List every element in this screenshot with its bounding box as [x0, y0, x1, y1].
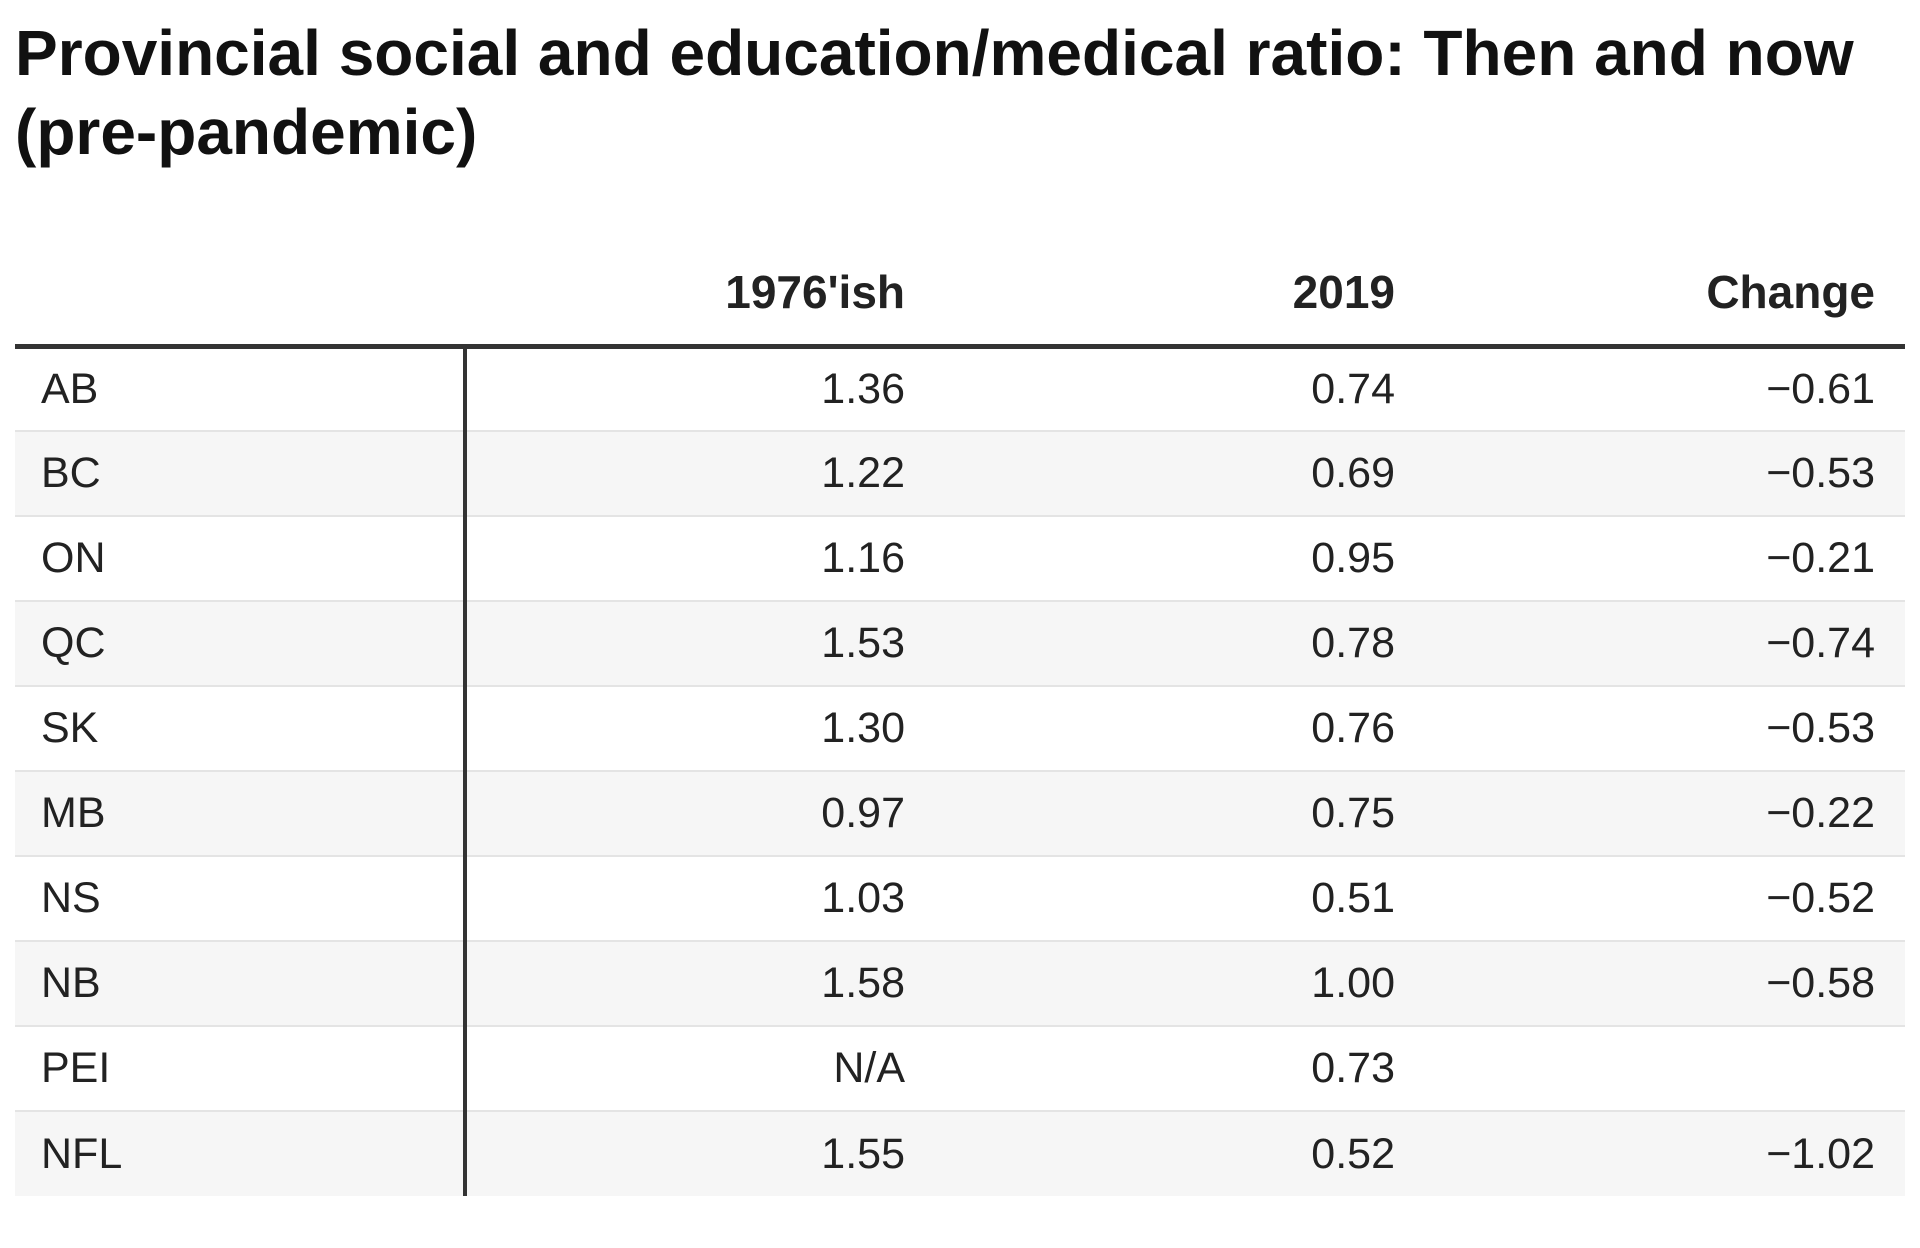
cell-2019: 0.95 — [935, 516, 1425, 602]
column-header-2019: 2019 — [935, 240, 1425, 349]
cell-2019: 0.52 — [935, 1111, 1425, 1196]
cell-1976ish: 1.53 — [465, 601, 935, 687]
cell-1976ish: 1.22 — [465, 431, 935, 517]
row-label: NB — [15, 941, 467, 1027]
cell-1976ish: 0.97 — [465, 771, 935, 857]
column-header-change: Change — [1425, 240, 1905, 349]
table-row: MB 0.97 0.75 −0.22 — [15, 771, 1905, 857]
row-label: AB — [15, 346, 467, 432]
cell-change: −0.52 — [1425, 856, 1905, 942]
cell-2019: 0.78 — [935, 601, 1425, 687]
cell-change: −0.53 — [1425, 686, 1905, 772]
table-row: ON 1.16 0.95 −0.21 — [15, 516, 1905, 602]
cell-1976ish: 1.55 — [465, 1111, 935, 1196]
cell-change: −0.21 — [1425, 516, 1905, 602]
cell-change: −0.22 — [1425, 771, 1905, 857]
cell-change: −0.53 — [1425, 431, 1905, 517]
cell-change: −1.02 — [1425, 1111, 1905, 1196]
cell-2019: 1.00 — [935, 941, 1425, 1027]
chart-title: Provincial social and education/medical … — [15, 17, 1854, 168]
table-header-row: 1976'ish 2019 Change — [15, 240, 1905, 349]
table-row: SK 1.30 0.76 −0.53 — [15, 686, 1905, 772]
row-label: QC — [15, 601, 467, 687]
column-header-province — [15, 240, 465, 349]
column-header-1976ish: 1976'ish — [465, 240, 935, 349]
cell-2019: 0.69 — [935, 431, 1425, 517]
table-row: AB 1.36 0.74 −0.61 — [15, 346, 1905, 432]
data-table-container: 1976'ish 2019 Change AB 1.36 0.74 −0.61 … — [15, 240, 1905, 1196]
cell-1976ish: 1.30 — [465, 686, 935, 772]
cell-2019: 0.73 — [935, 1026, 1425, 1112]
cell-change — [1425, 1026, 1905, 1112]
table-row: BC 1.22 0.69 −0.53 — [15, 431, 1905, 517]
table-row: PEI N/A 0.73 — [15, 1026, 1905, 1112]
cell-change: −0.61 — [1425, 346, 1905, 432]
row-label: ON — [15, 516, 467, 602]
cell-1976ish: 1.03 — [465, 856, 935, 942]
cell-2019: 0.51 — [935, 856, 1425, 942]
data-table: 1976'ish 2019 Change AB 1.36 0.74 −0.61 … — [15, 240, 1905, 1196]
row-label: BC — [15, 431, 467, 517]
cell-2019: 0.76 — [935, 686, 1425, 772]
cell-1976ish: N/A — [465, 1026, 935, 1112]
cell-change: −0.58 — [1425, 941, 1905, 1027]
cell-2019: 0.74 — [935, 346, 1425, 432]
row-label: SK — [15, 686, 467, 772]
cell-1976ish: 1.58 — [465, 941, 935, 1027]
cell-1976ish: 1.16 — [465, 516, 935, 602]
table-row: NB 1.58 1.00 −0.58 — [15, 941, 1905, 1027]
row-label: NS — [15, 856, 467, 942]
table-row: NS 1.03 0.51 −0.52 — [15, 856, 1905, 942]
cell-1976ish: 1.36 — [465, 346, 935, 432]
row-label: NFL — [15, 1111, 467, 1196]
cell-change: −0.74 — [1425, 601, 1905, 687]
table-row: NFL 1.55 0.52 −1.02 — [15, 1111, 1905, 1196]
table-row: QC 1.53 0.78 −0.74 — [15, 601, 1905, 687]
row-label: PEI — [15, 1026, 467, 1112]
row-label: MB — [15, 771, 467, 857]
cell-2019: 0.75 — [935, 771, 1425, 857]
